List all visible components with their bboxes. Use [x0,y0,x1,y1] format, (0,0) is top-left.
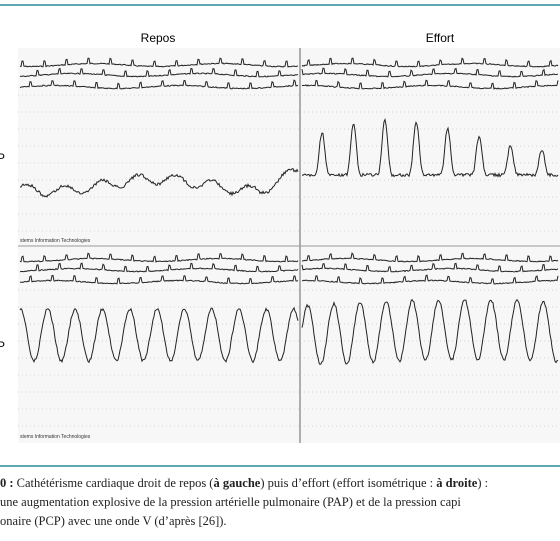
trace [301,67,559,78]
trace [301,79,559,90]
trace [19,275,299,285]
caption-bold: à droite [436,476,478,490]
caption-number: 0 : [0,476,14,490]
trace [302,274,559,285]
trace [20,168,299,198]
caption-line: onaire (PCP) avec une onde V (d’après [2… [0,514,227,528]
heading: Repos [141,31,176,45]
trace [19,252,299,263]
footer-label: stems Information Technologies [20,238,91,244]
trace [19,79,299,90]
trace [301,57,559,68]
caption-line: 0 : Cathétérisme cardiaque droit de repo… [0,476,560,491]
trace [19,262,299,273]
caption-text: ) : [477,476,489,490]
caption-text: Cathétérisme cardiaque droit de repos ( [16,476,214,490]
trace [301,252,559,263]
trace [19,306,299,364]
caption-line: une augmentation explosive de la pressio… [0,495,461,509]
caption-text: ) puis d’effort (effort isométrique : [260,476,437,490]
caption-bold: à gauche [213,476,261,490]
heading: Effort [426,31,455,45]
trace [19,67,299,78]
trace [301,298,559,366]
side-label: P [0,339,5,353]
trace [301,262,559,273]
figure: Repos Effort P P stems Information Techn… [0,4,560,467]
trace [301,117,559,178]
side-label: P [0,151,5,165]
footer-label: stems Information Technologies [20,434,91,440]
trace [19,57,299,68]
